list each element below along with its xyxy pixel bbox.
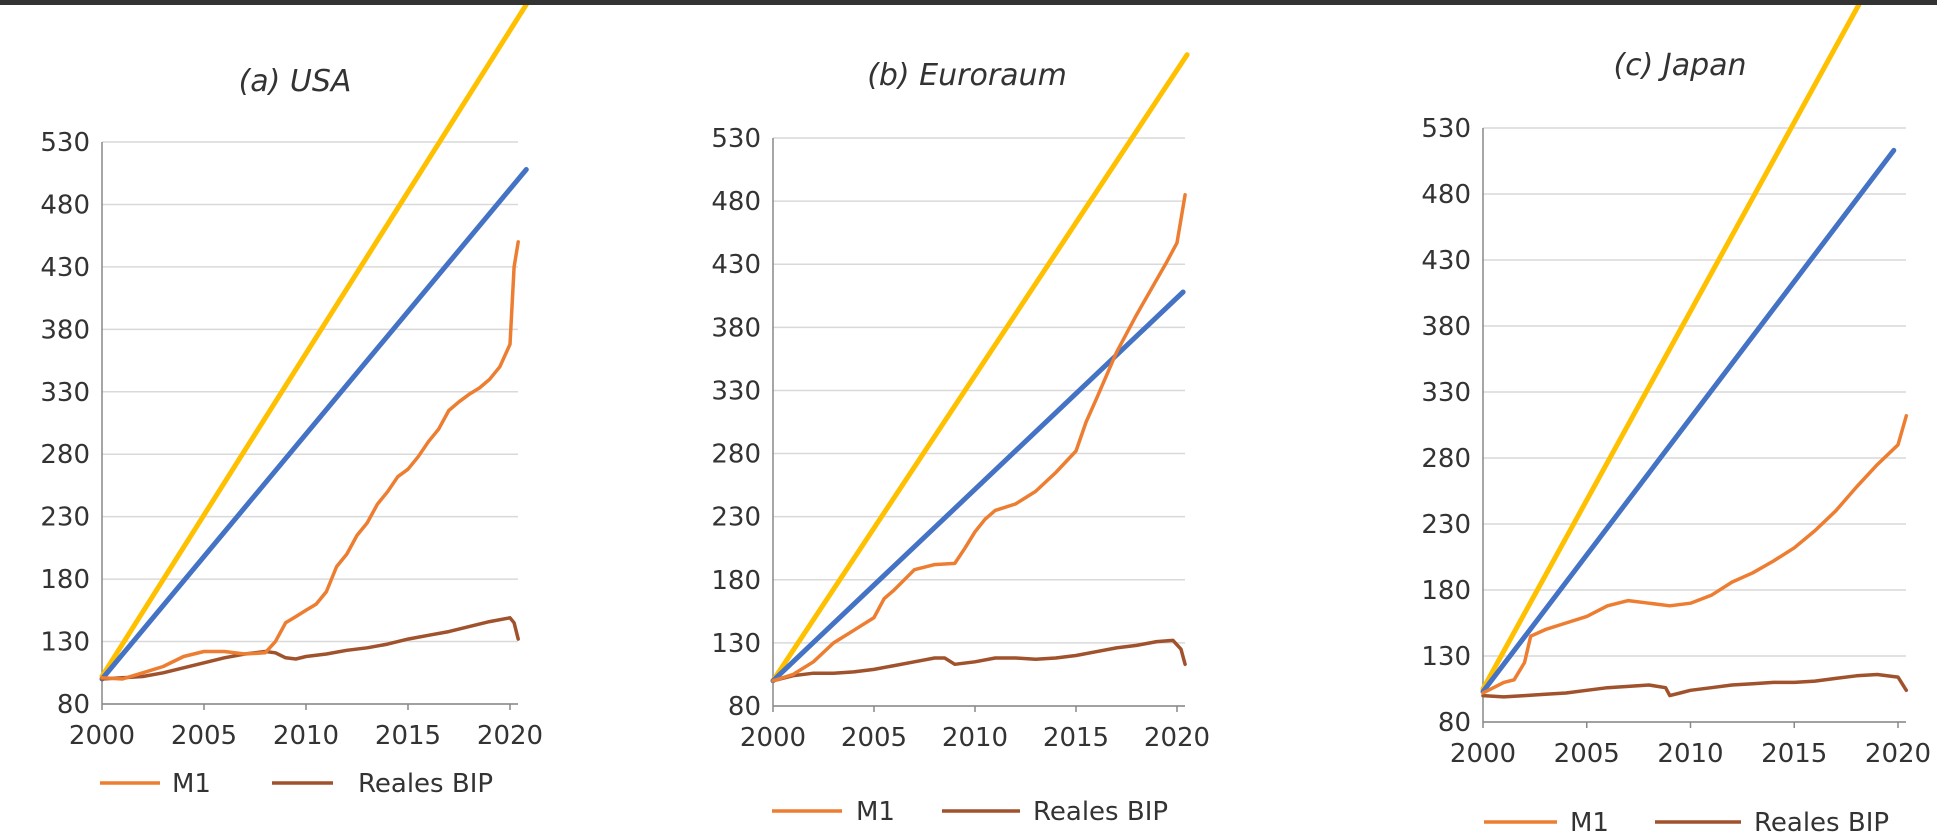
top-rule [0,0,1937,5]
y-tick-label: 230 [1421,510,1471,540]
blue-trend-line [770,289,1186,684]
y-tick-label: 280 [711,440,761,470]
x-tick-label: 2015 [375,721,441,751]
series-line-m1 [1481,414,1909,695]
legend-label-m1: M1 [1570,808,1609,838]
x-tick-label: 2005 [171,721,237,751]
x-tick-label: 2010 [1657,739,1723,769]
y-tick-label: 230 [711,503,761,533]
x-tick-label: 2010 [273,721,339,751]
x-tick-label: 2000 [1450,739,1516,769]
y-tick-label: 180 [40,565,90,595]
yellow-trend-line [99,5,529,679]
chart-2: (b) Euroraum 80 130 180 230 280 330 380 430 480 53… [711,52,1210,827]
y-tick-label: 80 [728,692,761,722]
x-tick-label: 2020 [1144,723,1210,753]
y-tick-label: 530 [40,128,90,158]
x-tick-label: 2005 [841,723,907,753]
y-tick-label: 80 [57,690,90,720]
series-line-m1 [100,240,520,681]
y-tick-label: 330 [711,376,761,406]
x-tick-label: 2010 [942,723,1008,753]
y-tick-label: 130 [1421,642,1471,672]
chart-title: (c) Japan [1613,48,1746,83]
yellow-trend-line [1480,5,1862,692]
y-tick-label: 480 [40,190,90,220]
y-tick-label: 180 [711,566,761,596]
x-tick-label: 2015 [1761,739,1827,769]
y-tick-label: 280 [1421,444,1471,474]
legend-label-m1: M1 [172,769,211,799]
y-tick-label: 330 [1421,378,1471,408]
x-tick-label: 2005 [1554,739,1620,769]
y-tick-label: 430 [40,253,90,283]
x-tick-label: 2020 [1865,739,1931,769]
legend-label-reales-bip: Reales BIP [358,769,493,799]
chart-3: (c) Japan 80 130 180 230 280 330 380 430 480 530 20… [1421,5,1931,838]
chart-1: (a) USA 80 130 180 230 280 330 380 430 480 530 2000… [40,5,543,799]
x-tick-label: 2000 [740,723,806,753]
series-line-reales-bip [1481,672,1909,699]
y-tick-label: 430 [1421,246,1471,276]
series-line-reales-bip [100,616,520,681]
legend-label-reales-bip: Reales BIP [1754,808,1889,838]
y-tick-label: 480 [711,187,761,217]
y-tick-label: 430 [711,250,761,280]
y-tick-label: 530 [711,124,761,154]
series-line-m1 [771,193,1187,683]
y-tick-label: 380 [711,313,761,343]
x-tick-label: 2000 [69,721,135,751]
yellow-trend-line [770,52,1190,684]
y-tick-label: 230 [40,503,90,533]
series-line-reales-bip [771,638,1187,683]
x-tick-label: 2020 [477,721,543,751]
blue-trend-line [1480,147,1897,695]
chart-title: (b) Euroraum [867,58,1067,93]
x-tick-label: 2015 [1043,723,1109,753]
y-tick-label: 380 [40,315,90,345]
chart-title: (a) USA [239,64,352,99]
y-tick-label: 280 [40,440,90,470]
y-tick-label: 130 [40,628,90,658]
y-tick-label: 380 [1421,312,1471,342]
legend-label-reales-bip: Reales BIP [1033,797,1168,827]
blue-trend-line [99,167,529,682]
y-tick-label: 180 [1421,576,1471,606]
legend-label-m1: M1 [856,797,895,827]
y-tick-label: 80 [1438,708,1471,738]
y-tick-label: 130 [711,629,761,659]
y-tick-label: 530 [1421,114,1471,144]
y-tick-label: 330 [40,378,90,408]
y-tick-label: 480 [1421,180,1471,210]
